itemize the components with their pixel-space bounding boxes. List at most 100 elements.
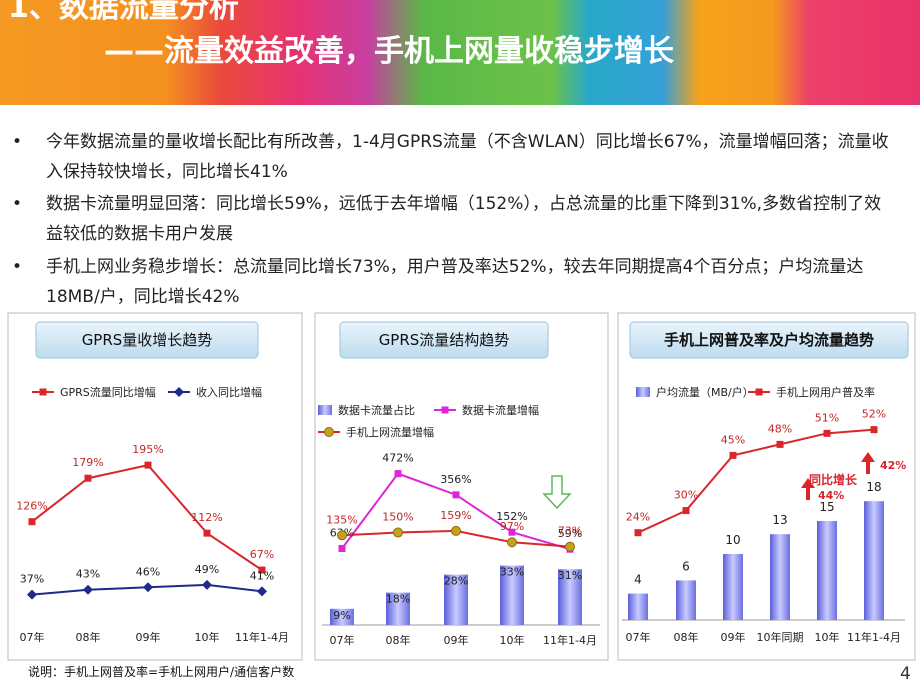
bullet: • 今年数据流量的量收增长配比有所改善，1-4月GPRS流量（不含WLAN）同比增… bbox=[12, 127, 892, 187]
point bbox=[508, 528, 516, 536]
bar bbox=[628, 593, 648, 620]
value-label: 59% bbox=[558, 527, 582, 540]
down-arrow-icon bbox=[542, 475, 572, 510]
page-number: 4 bbox=[900, 664, 911, 684]
value-label: 97% bbox=[500, 520, 524, 533]
legend-swatch bbox=[636, 387, 650, 397]
annotation: 同比增长 bbox=[809, 472, 858, 487]
value-label: 126% bbox=[16, 500, 47, 513]
legend-label: 手机上网流量增幅 bbox=[346, 425, 434, 439]
value-label: 46% bbox=[136, 565, 160, 578]
value-label: 73% bbox=[558, 525, 582, 538]
value-label: 152% bbox=[496, 510, 527, 523]
annotation: 44% bbox=[818, 489, 844, 502]
legend-label: 收入同比增幅 bbox=[196, 385, 262, 399]
chart-title: GPRS量收增长趋势 bbox=[82, 331, 213, 349]
point bbox=[634, 529, 642, 537]
point bbox=[393, 527, 403, 538]
chart-title: 手机上网普及率及户均流量趋势 bbox=[664, 331, 874, 349]
point bbox=[729, 451, 737, 459]
legend-label: GPRS流量同比增幅 bbox=[60, 385, 156, 399]
value-label: 33% bbox=[500, 566, 524, 579]
value-label: 159% bbox=[440, 509, 471, 522]
point bbox=[565, 541, 575, 552]
bar bbox=[386, 592, 410, 625]
annotation: 42% bbox=[880, 459, 906, 472]
title-line: ——流量效益改善，手机上网量收稳步增长 bbox=[104, 34, 674, 69]
x-tick-label: 07年 bbox=[330, 633, 355, 647]
x-tick-label: 08年 bbox=[386, 633, 411, 647]
title-line: 1、数据流量分析 bbox=[8, 0, 239, 25]
bar bbox=[500, 565, 524, 625]
bullet: • 数据卡流量明显回落：同比增长59%，远低于去年增幅（152%），占总流量的比重… bbox=[12, 189, 892, 249]
value-label: 49% bbox=[195, 563, 219, 576]
bullet-text: 今年数据流量的量收增长配比有所改善，1-4月GPRS流量（不含WLAN）同比增长… bbox=[46, 132, 889, 182]
value-label: 10 bbox=[725, 533, 740, 547]
point bbox=[682, 507, 690, 515]
bar bbox=[558, 569, 582, 625]
value-label: 67% bbox=[250, 548, 274, 561]
up-arrow-icon bbox=[801, 478, 815, 500]
bar bbox=[864, 501, 884, 620]
value-label: 24% bbox=[626, 511, 650, 524]
point bbox=[258, 566, 266, 574]
point bbox=[202, 579, 212, 590]
point bbox=[174, 387, 184, 397]
legend-label: 户均流量（MB/户） bbox=[656, 385, 754, 399]
x-tick-label: 10年 bbox=[500, 633, 525, 647]
title: 1、数据流量分析 ——流量效益改善，手机上网量收稳步增长 bbox=[8, 0, 768, 74]
panel bbox=[314, 312, 609, 661]
value-label: 112% bbox=[191, 511, 222, 524]
value-label: 28% bbox=[444, 575, 468, 588]
value-label: 179% bbox=[72, 456, 103, 469]
value-label: 4 bbox=[634, 573, 642, 587]
point bbox=[143, 582, 153, 593]
point bbox=[507, 537, 517, 548]
value-label: 43% bbox=[76, 568, 100, 581]
point bbox=[39, 388, 47, 396]
value-label: 9% bbox=[333, 609, 350, 622]
panel bbox=[7, 312, 303, 661]
value-label: 135% bbox=[326, 513, 357, 526]
point bbox=[144, 461, 152, 469]
title-box bbox=[339, 321, 549, 359]
point bbox=[324, 427, 334, 437]
bar bbox=[444, 574, 468, 625]
x-tick-label: 09年 bbox=[444, 633, 469, 647]
point bbox=[823, 429, 831, 437]
value-label: 356% bbox=[440, 473, 471, 486]
value-label: 195% bbox=[132, 443, 163, 456]
point bbox=[28, 518, 36, 526]
point bbox=[83, 584, 93, 595]
value-label: 6 bbox=[682, 559, 690, 573]
point bbox=[84, 474, 92, 482]
value-label: 37% bbox=[20, 573, 44, 586]
point bbox=[451, 525, 461, 536]
banner: 1、数据流量分析 ——流量效益改善，手机上网量收稳步增长 bbox=[0, 0, 920, 105]
panel bbox=[617, 312, 916, 661]
point bbox=[257, 586, 267, 597]
x-tick-label: 07年 bbox=[626, 630, 651, 644]
value-label: 31% bbox=[558, 569, 582, 582]
point bbox=[337, 530, 347, 541]
legend-label: 数据卡流量增幅 bbox=[462, 403, 539, 417]
value-label: 48% bbox=[768, 422, 792, 435]
value-label: 150% bbox=[382, 511, 413, 524]
bullet-text: 数据卡流量明显回落：同比增长59%，远低于去年增幅（152%），占总流量的比重下… bbox=[46, 194, 882, 244]
x-tick-label: 09年 bbox=[721, 630, 746, 644]
point bbox=[27, 589, 37, 600]
value-label: 51% bbox=[815, 411, 839, 424]
value-label: 18 bbox=[866, 480, 881, 494]
point bbox=[441, 406, 449, 414]
value-label: 18% bbox=[386, 593, 410, 606]
x-tick-label: 11年1-4月 bbox=[543, 633, 597, 647]
value-label: 15 bbox=[819, 500, 834, 514]
point bbox=[776, 440, 784, 448]
point bbox=[452, 491, 460, 499]
value-label: 13 bbox=[772, 513, 787, 527]
x-tick-label: 09年 bbox=[136, 630, 161, 644]
legend-label: 数据卡流量占比 bbox=[338, 403, 415, 417]
bullet-text: 手机上网业务稳步增长：总流量同比增长73%，用户普及率达52%，较去年同期提高4… bbox=[46, 257, 864, 307]
